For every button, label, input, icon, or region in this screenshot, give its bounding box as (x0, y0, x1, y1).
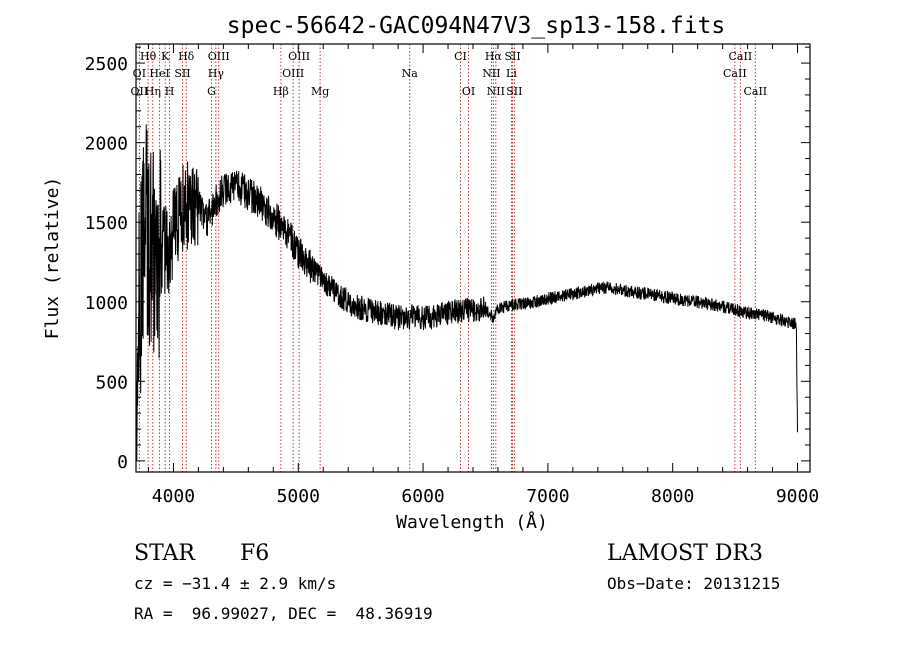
x-tick-label: 6000 (401, 486, 444, 507)
spectral-line-label: SII (506, 85, 522, 98)
x-axis: 4000 5000 6000 7000 8000 9000 (147, 44, 819, 507)
spectral-line-label: Na (402, 67, 419, 80)
spectral-line-label: Hβ (273, 85, 289, 98)
spectral-line-label: HeI (149, 67, 169, 80)
y-axis: 0 500 1000 1500 2000 2500 (85, 46, 810, 473)
spectral-line-label: Hθ (140, 50, 157, 63)
coords-text: RA = 96.99027, DEC = 48.36919 (134, 604, 433, 623)
spectral-line-label: H (165, 85, 175, 98)
x-tick-label: 4000 (152, 486, 195, 507)
redshift-text: cz = −31.4 ± 2.9 km/s (134, 574, 336, 593)
spectral-line-label: OIII (208, 50, 230, 63)
spectral-line-label: K (161, 50, 170, 63)
y-tick-label: 2000 (85, 134, 128, 155)
x-tick-label: 5000 (277, 486, 320, 507)
spectral-line-label: SII (174, 67, 190, 80)
y-tick-label: 1500 (85, 213, 128, 234)
x-axis-label: Wavelength (Å) (396, 511, 548, 533)
spectral-line-label: CaII (723, 67, 747, 80)
spectral-line-label: Hγ (208, 67, 225, 80)
y-tick-label: 1000 (85, 293, 128, 314)
object-class: STAR (134, 541, 196, 566)
spectral-line-label: OIII (288, 50, 310, 63)
y-axis-label: Flux (relative) (42, 177, 63, 340)
obs-date-text: Obs−Date: 20131215 (607, 574, 780, 593)
plot-frame (135, 43, 811, 473)
spectral-line-label: Hη (145, 85, 161, 98)
spectral-line-label: CaII (729, 50, 753, 63)
x-tick-label: 9000 (776, 486, 819, 507)
spectral-line-label: Mg (311, 85, 329, 98)
spectral-line-label: NII (487, 85, 505, 98)
spectral-line-label: Hδ (178, 50, 195, 63)
chart-title: spec-56642-GAC094N47V3_sp13-158.fits (227, 13, 726, 39)
y-tick-label: 500 (95, 372, 128, 393)
spectral-line-markers (138, 44, 756, 472)
spectral-line-label: Li (506, 67, 517, 80)
survey-name: LAMOST DR3 (607, 541, 763, 566)
spectral-line-label: OII (131, 85, 149, 98)
spectral-line-label: CI (454, 50, 467, 63)
spectrum-line (135, 124, 798, 461)
spectral-line-label: OI (133, 67, 146, 80)
spectral-line-label: OI (462, 85, 475, 98)
spectral-line-label: SII (504, 50, 520, 63)
spectral-line-label: Hα (485, 50, 503, 63)
spectral-line-label: CaII (743, 85, 767, 98)
y-tick-label: 2500 (85, 54, 128, 75)
spectral-line-label: NII (482, 67, 500, 80)
y-tick-label: 0 (117, 452, 128, 473)
x-tick-label: 8000 (651, 486, 694, 507)
spectral-line-label: OIII (282, 67, 304, 80)
spectral-line-label: G (207, 85, 216, 98)
object-subclass: F6 (240, 541, 269, 566)
x-tick-label: 7000 (526, 486, 569, 507)
